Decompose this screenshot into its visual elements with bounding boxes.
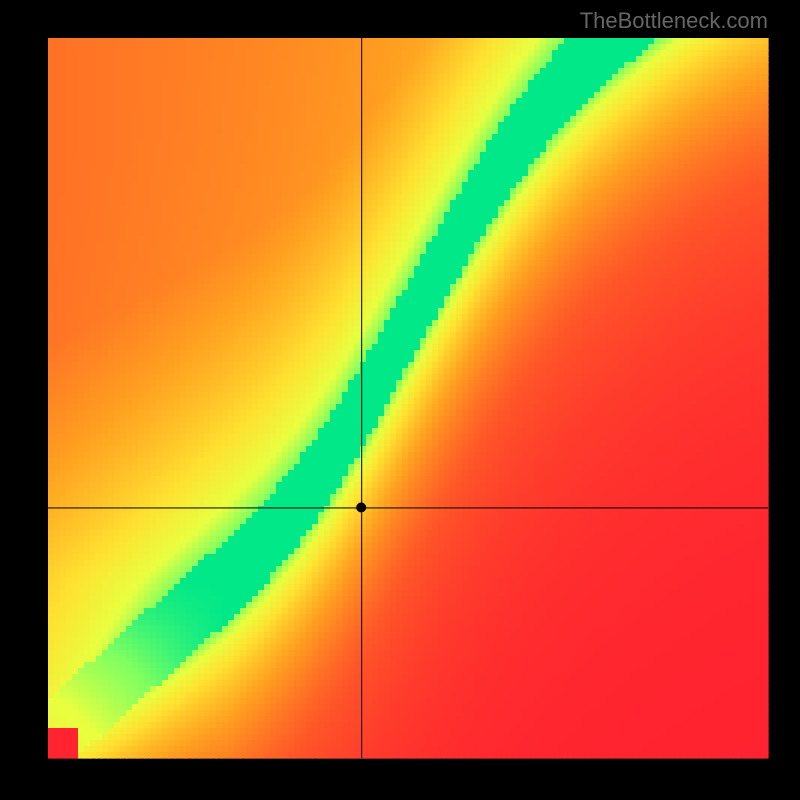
bottleneck-heatmap [0, 0, 800, 800]
watermark-text: TheBottleneck.com [580, 8, 768, 34]
